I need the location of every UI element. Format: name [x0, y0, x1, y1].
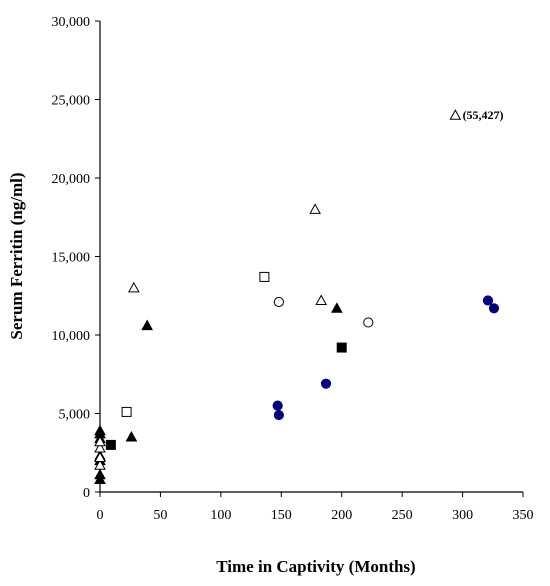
open-circle-point: [363, 317, 374, 328]
filled-square-point: [105, 439, 116, 450]
open-square-point: [259, 271, 270, 282]
y-axis-title: Serum Ferritin (ng/ml): [7, 172, 26, 339]
x-tick-label: 350: [513, 508, 534, 523]
open-triangle-point: [94, 442, 106, 453]
x-tick-label: 200: [331, 508, 352, 523]
y-tick-label: 15,000: [52, 251, 91, 266]
open-triangle-point: [94, 451, 106, 462]
y-tick-label: 5,000: [59, 408, 91, 423]
filled-triangle-point: [125, 431, 138, 442]
x-tick-label: 50: [153, 508, 167, 523]
y-tick-label: 0: [83, 486, 90, 501]
filled-circle-point: [482, 295, 494, 306]
open-triangle-point: [94, 435, 106, 447]
filled-triangle-point: [331, 302, 343, 313]
point-annotation: (55,427): [463, 108, 504, 122]
filled-triangle-point: [94, 468, 106, 480]
x-tick-label: 150: [271, 508, 292, 523]
tick-labels: 0 5,000 10,000 15,000 20,000 25,000 30,000 0 50 1…: [52, 15, 534, 523]
y-tick-label: 30,000: [52, 15, 91, 30]
x-tick-label: 100: [210, 508, 231, 523]
open-triangle-point: [127, 281, 140, 293]
x-axis-title: Time in Captivity (Months): [216, 557, 415, 576]
filled-circle-point: [320, 378, 332, 389]
y-tick-label: 20,000: [52, 172, 91, 187]
filled-triangle-point: [94, 424, 106, 436]
open-triangle-point: [315, 294, 328, 305]
filled-circle-point: [272, 400, 283, 411]
open-triangle-point: [449, 109, 462, 120]
x-tick-label: 0: [97, 508, 104, 523]
open-square-point: [121, 406, 132, 417]
filled-circle-point: [273, 409, 284, 421]
open-triangle-point: [309, 203, 321, 214]
axes: [95, 20, 524, 497]
filled-circle-point: [488, 303, 500, 314]
x-tick-label: 250: [392, 508, 413, 523]
data-points: [94, 109, 500, 484]
y-tick-label: 25,000: [52, 94, 91, 109]
x-tick-label: 300: [452, 508, 473, 523]
filled-square-point: [336, 342, 347, 353]
filled-triangle-point: [141, 319, 153, 331]
annotations: (55,427): [463, 108, 504, 122]
open-circle-point: [273, 296, 284, 308]
open-triangle-point: [94, 459, 106, 470]
y-tick-label: 10,000: [52, 329, 91, 344]
